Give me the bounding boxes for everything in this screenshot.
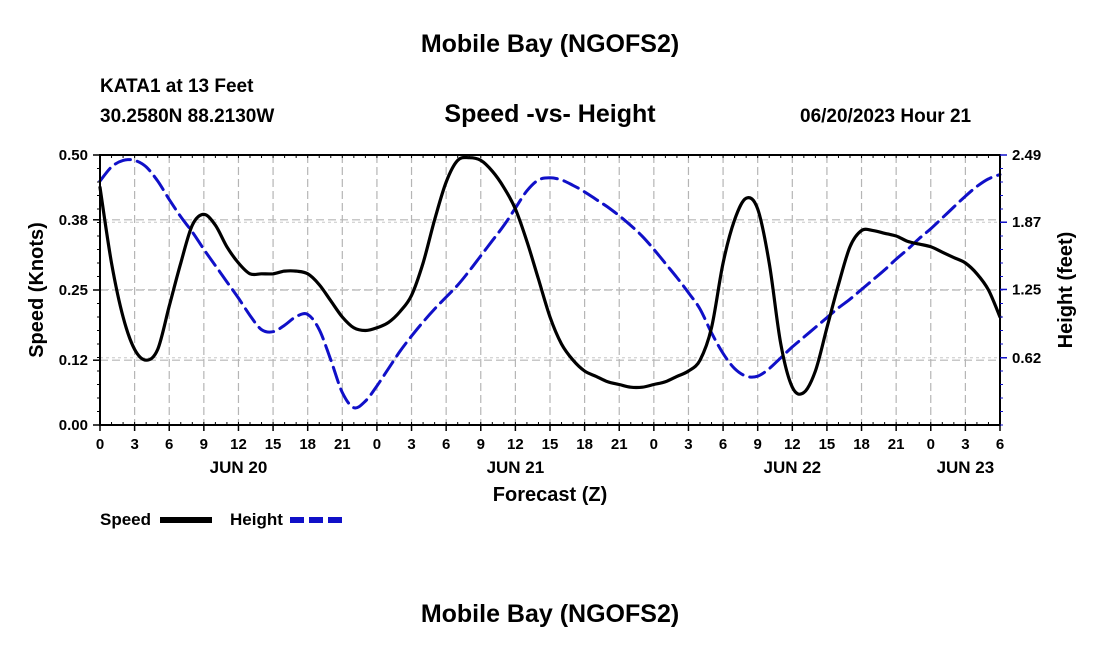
y-left-tick-label: 0.12 [59, 352, 88, 369]
x-tick-label: 12 [507, 436, 524, 453]
station-label: KATA1 at 13 Feet [100, 76, 254, 97]
y-right-tick-label: 2.49 [1012, 147, 1041, 164]
main-title: Mobile Bay (NGOFS2) [420, 30, 680, 58]
x-tick-label: 6 [996, 436, 1004, 453]
x-tick-label: 15 [819, 436, 836, 453]
x-tick-label: 3 [684, 436, 692, 453]
y-axis-left-label: Speed (Knots) [26, 222, 48, 358]
x-axis-label: Forecast (Z) [493, 484, 607, 506]
x-tick-label: 6 [165, 436, 173, 453]
x-tick-label: 18 [853, 436, 870, 453]
date-label: JUN 21 [487, 458, 545, 477]
x-tick-label: 12 [784, 436, 801, 453]
y-right-tick-label: 0.62 [1012, 350, 1041, 367]
x-tick-label: 18 [576, 436, 593, 453]
grid-lines [100, 154, 1000, 425]
x-tick-label: 6 [719, 436, 727, 453]
legend: Speed Height [100, 510, 342, 529]
legend-speed-label: Speed [100, 510, 151, 529]
x-tick-label: 9 [754, 436, 762, 453]
station-coordinates: 30.2580N 88.2130W [100, 106, 275, 127]
x-tick-label: 21 [334, 436, 351, 453]
speed-series-line [98, 155, 1002, 396]
x-tick-label: 3 [130, 436, 138, 453]
x-tick-label: 18 [299, 436, 316, 453]
date-label: JUN 22 [763, 458, 821, 477]
y-left-tick-label: 0.00 [59, 417, 88, 434]
series-layer [98, 155, 1002, 410]
x-tick-label: 21 [888, 436, 905, 453]
bottom-title: Mobile Bay (NGOFS2) [420, 600, 680, 628]
y-axis-right-label: Height (feet) [1055, 232, 1077, 349]
x-tick-label: 0 [373, 436, 381, 453]
x-tick-label: 9 [477, 436, 485, 453]
x-tick-label: 15 [265, 436, 282, 453]
x-tick-label: 0 [96, 436, 104, 453]
height-series-line [98, 158, 1002, 410]
x-tick-label: 3 [961, 436, 969, 453]
x-tick-label: 15 [542, 436, 559, 453]
forecast-datetime: 06/20/2023 Hour 21 [800, 106, 972, 127]
x-tick-label: 6 [442, 436, 450, 453]
x-tick-label: 21 [611, 436, 628, 453]
y-left-tick-label: 0.38 [59, 212, 88, 229]
y-right-tick-label: 1.25 [1012, 281, 1041, 298]
date-label: JUN 23 [937, 458, 995, 477]
date-label: JUN 20 [210, 458, 268, 477]
chart-subtitle: Speed -vs- Height [444, 100, 656, 128]
y-left-tick-label: 0.25 [59, 282, 88, 299]
x-tick-label: 0 [927, 436, 935, 453]
x-tick-label: 9 [200, 436, 208, 453]
x-tick-label: 0 [650, 436, 658, 453]
axes: 0 3 6 9 12 15 18 21 0 3 6 9 12 15 18 21 0 3 6 9 12 15 18 21 0 3 6J… [59, 147, 1041, 477]
y-left-tick-label: 0.50 [59, 147, 88, 164]
x-tick-label: 3 [407, 436, 415, 453]
y-right-tick-label: 1.87 [1012, 214, 1041, 231]
x-tick-label: 12 [230, 436, 247, 453]
legend-height-label: Height [230, 510, 283, 529]
